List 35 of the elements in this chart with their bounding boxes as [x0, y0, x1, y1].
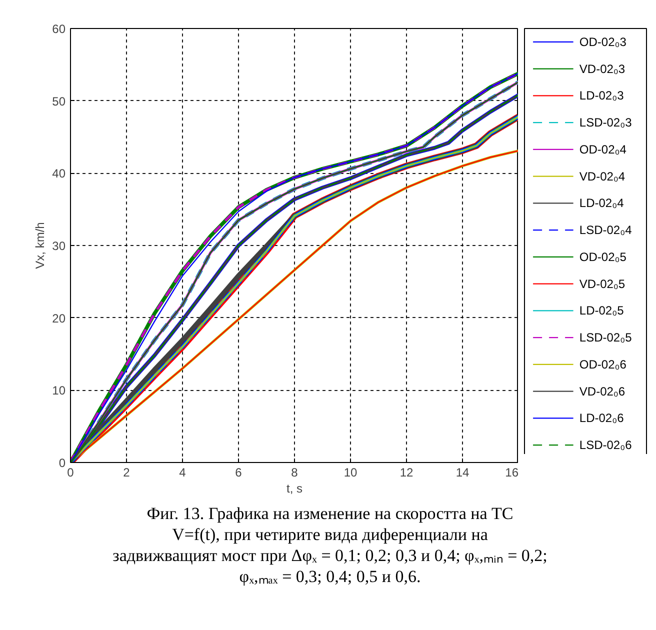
legend-label: LSD-02₀5: [579, 330, 632, 345]
legend-label: LD-02₀6: [579, 411, 624, 426]
y-tick-label: 20: [52, 311, 66, 326]
legend-label: LD-02₀4: [579, 196, 624, 210]
x-tick-label: 12: [400, 466, 414, 480]
legend-label: LSD-02₀4: [579, 223, 632, 238]
x-tick-label: 0: [67, 466, 74, 480]
x-tick-label: 4: [179, 466, 186, 480]
y-tick-label: 0: [58, 456, 66, 470]
x-tick-label: 6: [235, 466, 242, 480]
legend-label: VD-02₀4: [579, 169, 626, 184]
legend-label: LD-02₀5: [579, 304, 624, 318]
y-axis-title: Vx, km/h: [33, 222, 48, 269]
y-tick-label: 10: [52, 384, 66, 398]
legend-label: OD-02₀3: [579, 34, 627, 49]
x-tick-label: 2: [123, 466, 130, 480]
x-tick-label: 16: [505, 466, 519, 480]
legend-label: LSD-02₀3: [579, 116, 632, 130]
legend-label: OD-02₀5: [579, 250, 627, 264]
y-tick-label: 40: [52, 166, 66, 181]
y-tick-label: 50: [52, 94, 66, 108]
y-tick-label: 30: [52, 239, 66, 253]
x-tick-label: 10: [344, 466, 358, 480]
legend-label: VD-02₀5: [579, 276, 626, 291]
legend-label: VD-02₀6: [579, 384, 626, 398]
x-axis-title: t, s: [286, 482, 303, 496]
legend-label: LSD-02₀6: [579, 438, 632, 452]
y-tick-label: 60: [52, 22, 66, 36]
legend-label: OD-02₀4: [579, 142, 627, 156]
legend-label: LD-02₀3: [579, 88, 624, 103]
legend-label: OD-02₀6: [579, 357, 627, 372]
legend-label: VD-02₀3: [579, 62, 626, 76]
text: Фиг. 13. Графика на изменение на скоростта на ТС V=f(t), при четирите вида диференциали на задвижващият мост при Δφₓ = 0,1; 0,2; 0,3 и 0,4; φₓ,ₘᵢₙ = 0,2; φₓ,ₘₐₓ = 0,3; 0,4; 0,5 и 0,6.: [112, 503, 548, 587]
x-tick-label: 8: [291, 466, 298, 480]
x-tick-label: 14: [456, 466, 470, 480]
